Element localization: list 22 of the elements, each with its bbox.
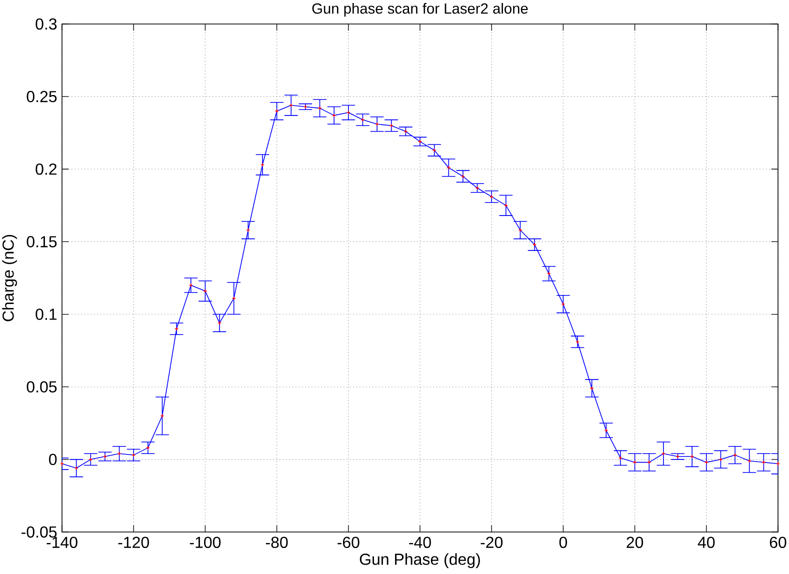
x-tick-label: -140 xyxy=(46,536,78,548)
y-axis-title: Charge (nC) xyxy=(2,235,18,322)
y-tick-label: 0.05 xyxy=(26,381,57,392)
x-tick-label: 60 xyxy=(770,536,786,548)
y-tick-label: 0.15 xyxy=(26,236,57,248)
x-tick-label: -40 xyxy=(409,536,431,548)
x-tick-label: -80 xyxy=(266,536,288,548)
y-tick-label: 0.3 xyxy=(36,18,57,30)
y-tick-label: 0.1 xyxy=(36,308,57,320)
x-tick-label: -100 xyxy=(190,536,221,548)
y-tick-label: 0.25 xyxy=(26,90,57,102)
x-tick-label: 20 xyxy=(626,536,644,548)
x-axis-title: Gun Phase (deg) xyxy=(360,553,480,568)
x-tick-label: -120 xyxy=(118,536,149,548)
x-tick-label: -60 xyxy=(338,536,360,548)
y-tick-label: -0.05 xyxy=(22,526,57,538)
x-tick-label: 40 xyxy=(698,536,715,548)
y-tick-label: 0 xyxy=(49,454,57,466)
x-tick-label: -20 xyxy=(480,536,503,548)
y-tick-label: 0.2 xyxy=(36,163,56,175)
chart-title: Gun phase scan for Laser2 alone xyxy=(312,2,528,17)
x-tick-label: 0 xyxy=(559,536,568,548)
